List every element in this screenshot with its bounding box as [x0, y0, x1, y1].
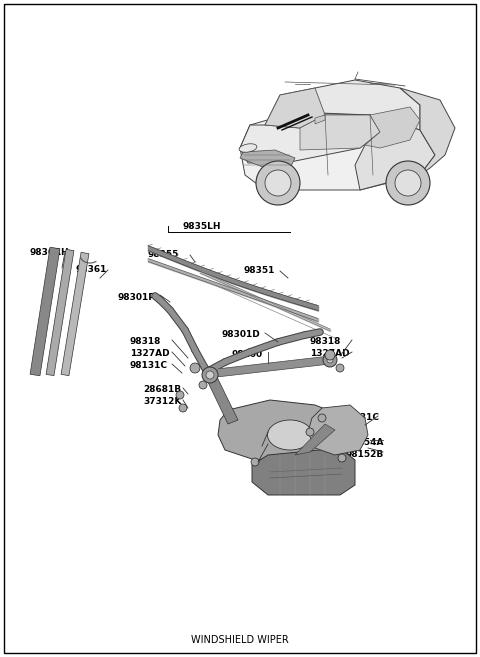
Text: 98160C: 98160C	[225, 430, 263, 439]
Polygon shape	[206, 375, 238, 424]
Polygon shape	[400, 88, 455, 175]
Circle shape	[251, 458, 259, 466]
Polygon shape	[240, 115, 380, 163]
Text: 98355: 98355	[148, 250, 180, 259]
Polygon shape	[300, 115, 380, 150]
Text: 98361: 98361	[75, 265, 107, 274]
Text: 37312K: 37312K	[143, 397, 181, 406]
Ellipse shape	[267, 420, 312, 450]
Circle shape	[190, 363, 200, 373]
Circle shape	[327, 357, 333, 363]
Circle shape	[338, 454, 346, 462]
Ellipse shape	[239, 144, 257, 152]
Text: 98301D: 98301D	[222, 330, 261, 339]
Polygon shape	[30, 247, 60, 376]
Circle shape	[206, 371, 214, 379]
Text: 98318: 98318	[310, 337, 341, 346]
Text: 9836RH: 9836RH	[30, 248, 70, 257]
Polygon shape	[218, 400, 348, 460]
Polygon shape	[252, 448, 355, 495]
Polygon shape	[208, 356, 330, 378]
Circle shape	[336, 364, 344, 372]
Polygon shape	[265, 88, 325, 128]
Text: 1327AD: 1327AD	[130, 349, 169, 358]
Text: 98351: 98351	[244, 266, 276, 275]
Circle shape	[325, 350, 335, 360]
Text: 98100: 98100	[225, 442, 256, 451]
Circle shape	[386, 161, 430, 205]
Text: WINDSHIELD WIPER: WINDSHIELD WIPER	[191, 635, 289, 645]
Polygon shape	[265, 80, 420, 130]
Polygon shape	[315, 115, 325, 124]
Polygon shape	[240, 112, 435, 190]
Text: 98152B: 98152B	[345, 450, 383, 459]
Text: 98200: 98200	[232, 350, 263, 359]
Polygon shape	[61, 252, 89, 376]
Text: 28681B: 28681B	[143, 385, 181, 394]
Polygon shape	[240, 150, 295, 168]
Polygon shape	[365, 107, 420, 148]
Circle shape	[176, 391, 184, 399]
Circle shape	[256, 161, 300, 205]
Circle shape	[199, 381, 207, 389]
Circle shape	[395, 170, 421, 196]
Circle shape	[306, 428, 314, 436]
Text: 98154A: 98154A	[345, 438, 384, 447]
Polygon shape	[46, 250, 74, 376]
Text: 98318: 98318	[130, 337, 161, 346]
Polygon shape	[295, 424, 335, 455]
Text: 9835LH: 9835LH	[183, 222, 221, 231]
Text: 1327AD: 1327AD	[310, 349, 349, 358]
Text: 98131C: 98131C	[342, 413, 380, 422]
Circle shape	[179, 404, 187, 412]
Circle shape	[318, 414, 326, 422]
Text: 98301P: 98301P	[118, 293, 156, 302]
Circle shape	[265, 170, 291, 196]
Circle shape	[323, 353, 337, 367]
Polygon shape	[355, 115, 435, 190]
Polygon shape	[308, 405, 368, 455]
Text: 98131C: 98131C	[130, 361, 168, 370]
Circle shape	[202, 367, 218, 383]
